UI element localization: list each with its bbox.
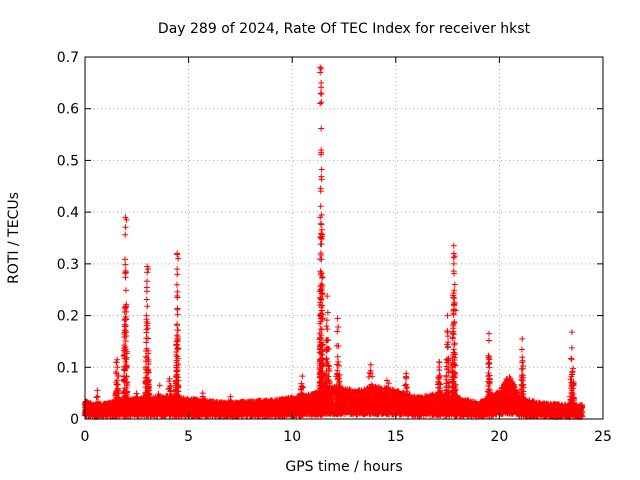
chart-title: Day 289 of 2024, Rate Of TEC Index for r… <box>158 21 531 37</box>
y-axis-label: ROTI / TECUs <box>6 192 22 284</box>
data-points <box>82 64 586 420</box>
x-axis-label: GPS time / hours <box>285 459 402 475</box>
grid-lines <box>85 57 603 419</box>
